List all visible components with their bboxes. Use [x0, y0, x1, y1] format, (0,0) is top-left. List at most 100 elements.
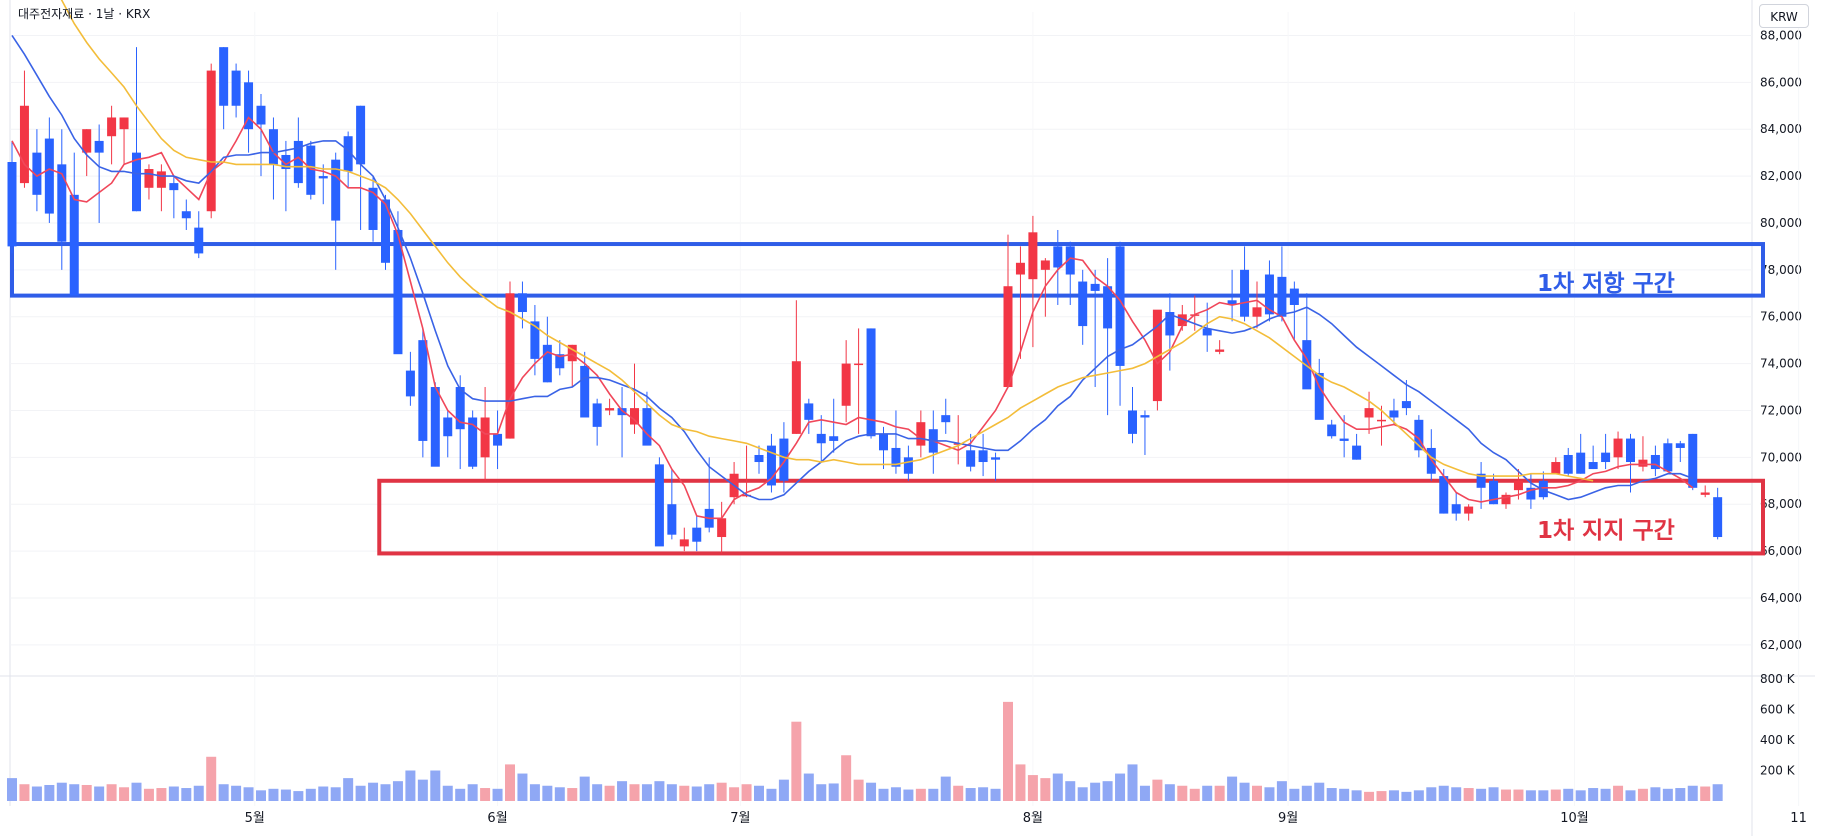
volume-bar [405, 770, 416, 801]
candle-body [1065, 246, 1075, 275]
candle-body [754, 454, 764, 463]
candle-body [1700, 492, 1710, 495]
candle-body [19, 105, 29, 184]
candle-body [1601, 452, 1611, 463]
volume-bar [1189, 788, 1200, 801]
volume-bar [430, 770, 441, 801]
candle-body [941, 415, 951, 423]
candle-body [268, 129, 278, 165]
price-tick-label: 88,000 [1760, 28, 1802, 42]
volume-bar [31, 786, 42, 801]
volume-bar [7, 778, 17, 801]
volume-bar [1326, 788, 1337, 801]
candle-body [542, 344, 552, 383]
candle-body [244, 82, 254, 130]
volume-bar [1488, 787, 1499, 801]
volume-bar [1712, 784, 1723, 801]
candle-body [231, 70, 241, 106]
volume-bar [1613, 785, 1624, 801]
volume-bar [417, 779, 428, 801]
candle-body [916, 422, 926, 446]
currency-button[interactable]: KRW [1759, 4, 1809, 28]
moving-average-line [11, 116, 1694, 520]
candle-body [1451, 504, 1461, 514]
volume-bar [94, 786, 105, 801]
volume-bar [903, 789, 914, 801]
candle-body [617, 408, 627, 416]
volume-bar [305, 788, 316, 801]
candle-body [1713, 497, 1723, 538]
candle-body [94, 140, 104, 153]
candle-body [455, 387, 465, 430]
candle-body [1464, 506, 1474, 514]
volume-bar [691, 786, 702, 801]
candle-body [1078, 281, 1088, 327]
candle-body [1526, 487, 1536, 500]
volume-bar [1575, 790, 1586, 801]
candle-body [1003, 286, 1013, 388]
volume-bar [1637, 788, 1648, 801]
volume-bar [69, 784, 80, 801]
volume-bar [579, 776, 590, 801]
volume-bar [928, 788, 939, 801]
volume-bar [1139, 785, 1150, 801]
candle-body [1389, 410, 1399, 418]
volume-bar [915, 788, 926, 801]
support-zone-box [377, 478, 1765, 556]
candle-body [1028, 232, 1038, 280]
price-tick-label: 80,000 [1760, 216, 1802, 230]
header-separator: · [88, 7, 92, 21]
candle-body [692, 527, 702, 542]
candle-body [791, 361, 801, 434]
volume-bar [679, 785, 690, 801]
volume-bar [206, 756, 217, 801]
candle-body [1613, 438, 1623, 458]
volume-bar [330, 787, 341, 801]
candle-body [57, 164, 67, 242]
volume-bar [1227, 776, 1238, 801]
candle-body [368, 187, 378, 230]
candle-body [69, 194, 79, 296]
volume-bar [716, 782, 727, 801]
candle-body [1650, 454, 1660, 470]
price-tick-label: 76,000 [1760, 310, 1802, 324]
candle-body [630, 408, 639, 425]
candle-body [1501, 494, 1511, 505]
candle-body [393, 229, 403, 355]
volume-bar [1388, 790, 1399, 801]
volume-bar [218, 784, 229, 801]
candle-body [1377, 419, 1386, 422]
volume-bar [828, 783, 839, 801]
candle-body [1240, 269, 1250, 317]
volume-bar [654, 781, 665, 801]
volume-bar [1463, 788, 1474, 801]
candle-body [1053, 246, 1063, 268]
volume-bar [978, 787, 989, 801]
volume-bar [106, 784, 117, 801]
volume-bar [1214, 785, 1225, 801]
candle-body [1364, 408, 1374, 418]
volume-bar [517, 773, 528, 801]
candle-body [866, 328, 876, 437]
candle-body [1115, 246, 1125, 366]
candle-body [966, 450, 976, 467]
volume-bar [56, 782, 67, 801]
candle-body [381, 199, 390, 263]
volume-bar [1102, 781, 1113, 801]
price-tick-label: 84,000 [1760, 122, 1802, 136]
volume-bar [791, 721, 802, 801]
volume-bar [355, 785, 366, 801]
volume-bar [1438, 785, 1449, 801]
price-tick-label: 68,000 [1760, 497, 1802, 511]
candle-body [717, 518, 727, 538]
candle-body [1302, 340, 1312, 390]
candle-body [766, 445, 776, 486]
volume-bar [1164, 784, 1175, 801]
volume-bar [990, 788, 1001, 801]
candle-body [854, 363, 864, 366]
candle-body [1588, 462, 1598, 470]
candle-body [1638, 459, 1648, 467]
candle-body [1513, 480, 1523, 491]
candle-body [343, 136, 353, 172]
